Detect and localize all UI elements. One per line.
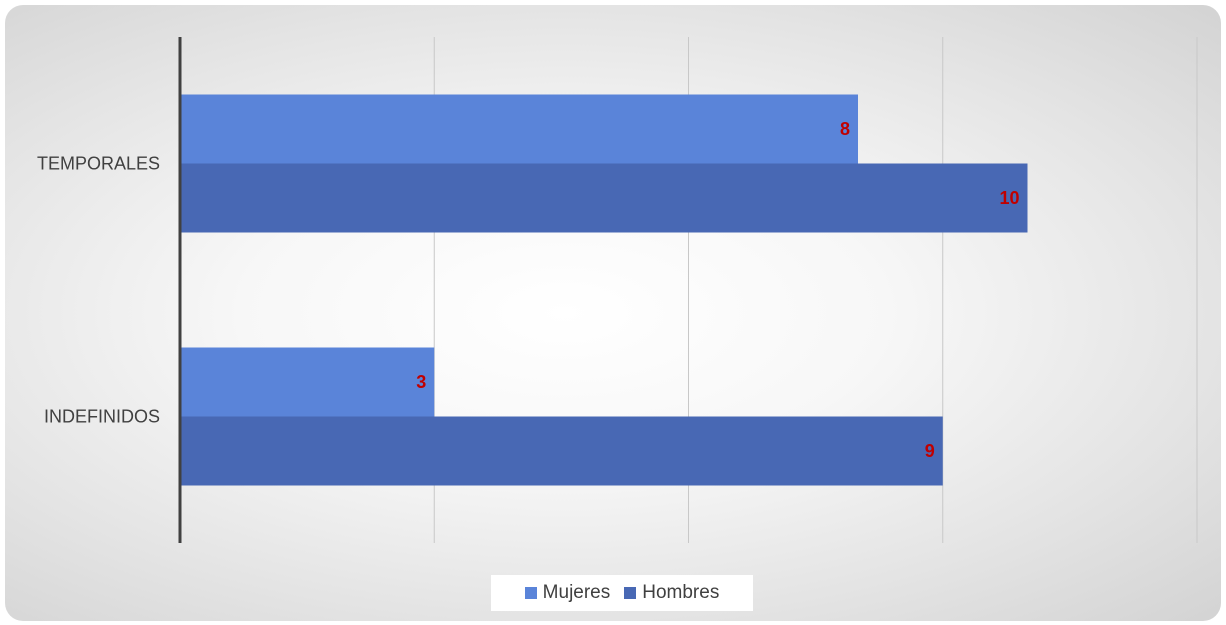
category-label-indefinidos: INDEFINIDOS <box>44 407 160 427</box>
bar-temporales-hombres <box>180 163 1028 233</box>
bar-indefinidos-mujeres <box>180 347 435 417</box>
category-label-temporales: TEMPORALES <box>37 154 160 174</box>
legend-item-hombres: Hombres <box>624 582 719 604</box>
legend-swatch-mujeres <box>524 587 537 599</box>
bar-temporales-mujeres <box>180 94 858 164</box>
data-label-temporales-mujeres: 8 <box>840 119 850 139</box>
chart-frame: 8 10 TEMPORALES 3 9 INDEFINIDOS Mujeres Hombr… <box>5 5 1221 621</box>
bar-indefinidos-hombres <box>180 416 943 486</box>
legend-label-mujeres: Mujeres <box>542 582 611 603</box>
data-label-temporales-hombres: 10 <box>999 188 1019 208</box>
legend-label-hombres: Hombres <box>642 582 720 603</box>
legend-swatch-hombres <box>624 587 637 599</box>
bar-chart: 8 10 TEMPORALES 3 9 INDEFINIDOS <box>37 37 1198 543</box>
data-label-indefinidos-hombres: 9 <box>925 441 935 461</box>
data-label-indefinidos-mujeres: 3 <box>416 372 426 392</box>
legend: Mujeres Hombres <box>491 575 753 611</box>
legend-item-mujeres: Mujeres <box>524 582 611 604</box>
